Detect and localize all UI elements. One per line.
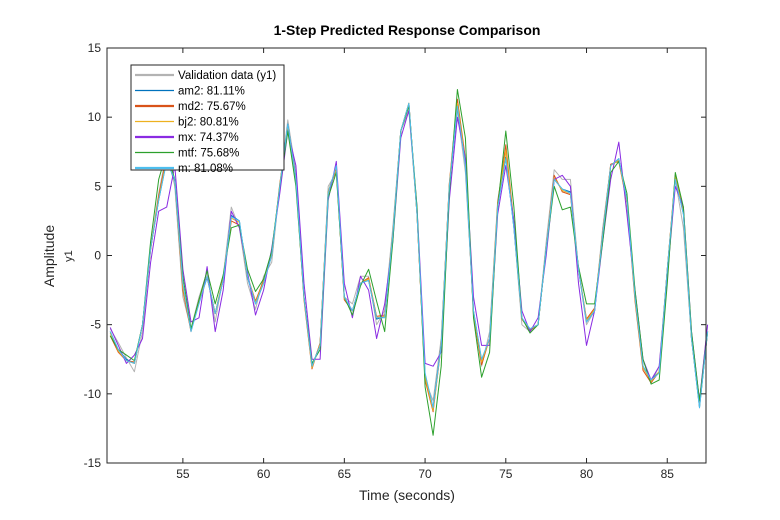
x-tick-label: 85	[661, 467, 675, 481]
y-tick-label: 5	[94, 179, 101, 193]
legend-entry: Validation data (y1)	[178, 70, 276, 82]
legend: Validation data (y1) am2: 81.11% md2: 75.6…	[130, 64, 285, 175]
legend-entry: bj2: 80.81%	[178, 117, 239, 129]
y-tick-label: -15	[84, 456, 102, 470]
x-tick-label: 55	[176, 467, 190, 481]
y-tick-label: 10	[88, 110, 102, 124]
x-tick-label: 65	[338, 467, 352, 481]
chart-title: 1-Step Predicted Response Comparison	[274, 22, 541, 38]
ticks-layer: 55 60 65 70 75 80 85 -15 -10 -5 0 5 10 15	[84, 41, 706, 481]
x-tick-label: 80	[580, 467, 594, 481]
x-tick-label: 75	[499, 467, 513, 481]
legend-entry: mtf: 75.68%	[178, 148, 239, 160]
series-line-6	[109, 102, 709, 409]
x-tick-label: 60	[257, 467, 271, 481]
y-tick-label: 0	[94, 249, 101, 263]
x-tick-label: 70	[418, 467, 432, 481]
output-channel-label: y1	[63, 250, 75, 262]
y-tick-label: 15	[88, 41, 102, 55]
y-axis-label: Amplitude	[41, 225, 57, 287]
series-layer	[109, 89, 709, 436]
x-axis-label: Time (seconds)	[359, 487, 455, 503]
legend-entry: m: 81.08%	[178, 163, 233, 175]
y-tick-label: -5	[90, 318, 101, 332]
legend-entry: mx: 74.37%	[178, 132, 239, 144]
y-tick-label: -10	[84, 387, 102, 401]
legend-entry: md2: 75.67%	[178, 101, 246, 113]
legend-entry: am2: 81.11%	[178, 86, 245, 98]
